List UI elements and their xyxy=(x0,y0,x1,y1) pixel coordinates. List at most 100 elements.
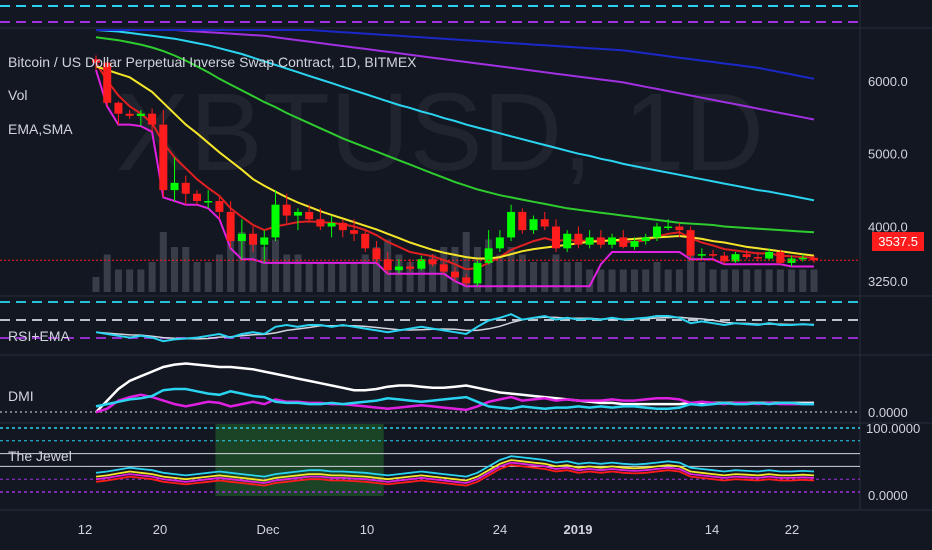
volume-bar xyxy=(709,269,717,292)
volume-bar xyxy=(496,254,504,292)
candle-body xyxy=(394,266,403,271)
candle-body xyxy=(271,204,280,238)
candle-body xyxy=(652,226,661,238)
volume-bar xyxy=(316,262,324,292)
candle-body xyxy=(327,222,336,227)
candle-body xyxy=(484,248,493,263)
volume-bar xyxy=(507,247,515,292)
candle-body xyxy=(125,113,134,116)
candle-body xyxy=(114,102,123,114)
time-tick-label: 12 xyxy=(78,522,92,537)
candle-body xyxy=(495,237,504,249)
volume-bar xyxy=(171,247,179,292)
candle-body xyxy=(192,193,201,202)
candle-body xyxy=(282,204,291,216)
ma-indicator-label[interactable]: EMA,SMA xyxy=(8,121,73,137)
candle-body xyxy=(540,219,549,227)
price-tick-label: 5000.0 xyxy=(868,147,908,162)
volume-bar xyxy=(731,269,739,292)
volume-bar xyxy=(563,262,571,292)
candle-body xyxy=(181,182,190,194)
volume-bar xyxy=(597,269,605,292)
candle-body xyxy=(305,211,314,220)
ma-line xyxy=(96,29,815,121)
candle-body xyxy=(529,219,538,231)
candle-body xyxy=(428,259,437,265)
candle-body xyxy=(439,264,448,272)
candle-body xyxy=(215,201,224,212)
jewel-line-a xyxy=(95,455,815,478)
volume-bar xyxy=(350,262,358,292)
volume-bar xyxy=(238,232,246,292)
jewel-indicator-label[interactable]: The Jewel xyxy=(8,448,72,464)
candle-body xyxy=(204,201,213,203)
candle-body xyxy=(563,233,572,249)
jewel-line-d xyxy=(95,464,815,487)
volume-bar xyxy=(182,247,190,292)
candle-body xyxy=(697,254,706,256)
candle-body xyxy=(159,124,168,191)
candle-body xyxy=(776,251,785,263)
moving-averages xyxy=(95,29,815,288)
candle-body xyxy=(316,219,325,227)
volume-bar xyxy=(462,232,470,292)
volume-bar xyxy=(417,262,425,292)
candle-body xyxy=(709,254,718,256)
volume-bar xyxy=(518,254,526,292)
jewel-bottom-tick-label: 0.0000 xyxy=(868,488,908,503)
volume-bar xyxy=(608,269,616,292)
candle-body xyxy=(293,211,302,216)
candle-body xyxy=(451,271,459,278)
candle-body xyxy=(406,266,415,269)
volume-bar xyxy=(619,269,627,292)
vol-indicator-label[interactable]: Vol xyxy=(8,87,28,103)
volume-bar xyxy=(193,262,201,292)
candle-body xyxy=(664,226,673,228)
time-tick-label: 10 xyxy=(360,522,374,537)
jewel-pane xyxy=(0,424,860,496)
candle-body xyxy=(507,211,516,238)
time-tick-label: 2019 xyxy=(564,522,593,537)
volume-bar xyxy=(698,262,706,292)
volume-bar xyxy=(720,269,728,292)
dmi-pane xyxy=(0,362,860,414)
dmi-plus-line xyxy=(95,393,814,414)
candle-body xyxy=(372,248,381,260)
price-tick-label: 3250.0 xyxy=(868,274,908,289)
candle-body xyxy=(136,113,145,116)
rsi-indicator-label[interactable]: RSI+EMA xyxy=(8,328,70,344)
volume-bar xyxy=(372,247,380,292)
candle-body xyxy=(92,59,100,63)
volume-bar xyxy=(305,262,313,292)
candle-body xyxy=(361,233,370,249)
candle-body xyxy=(260,237,269,245)
volume-bar xyxy=(586,269,594,292)
volume-bar xyxy=(126,269,134,292)
volume-bar xyxy=(328,262,336,292)
volume-bar xyxy=(272,239,279,292)
volume-bar xyxy=(406,262,414,292)
volume-bar xyxy=(159,232,167,292)
candles xyxy=(0,55,860,287)
volume-bar xyxy=(687,254,695,292)
candle-body xyxy=(585,237,594,245)
volume-bar xyxy=(204,262,212,292)
volume-bar xyxy=(249,239,257,292)
jewel-zone xyxy=(215,424,384,496)
time-tick-label: 20 xyxy=(153,522,167,537)
current-price-tag: 3537.5 xyxy=(872,232,924,251)
lower-band-line xyxy=(95,69,814,288)
volume-bar xyxy=(114,269,122,292)
volume-bar xyxy=(743,269,751,292)
candle-body xyxy=(103,62,112,103)
dmi-indicator-label[interactable]: DMI xyxy=(8,388,34,404)
candle-body xyxy=(148,113,157,125)
rsi-ema-line xyxy=(95,316,814,340)
volume-bar xyxy=(148,262,156,292)
volume-bar xyxy=(653,262,661,292)
candle-body xyxy=(798,257,807,260)
candle-body xyxy=(473,262,482,284)
candle-body xyxy=(630,241,639,247)
